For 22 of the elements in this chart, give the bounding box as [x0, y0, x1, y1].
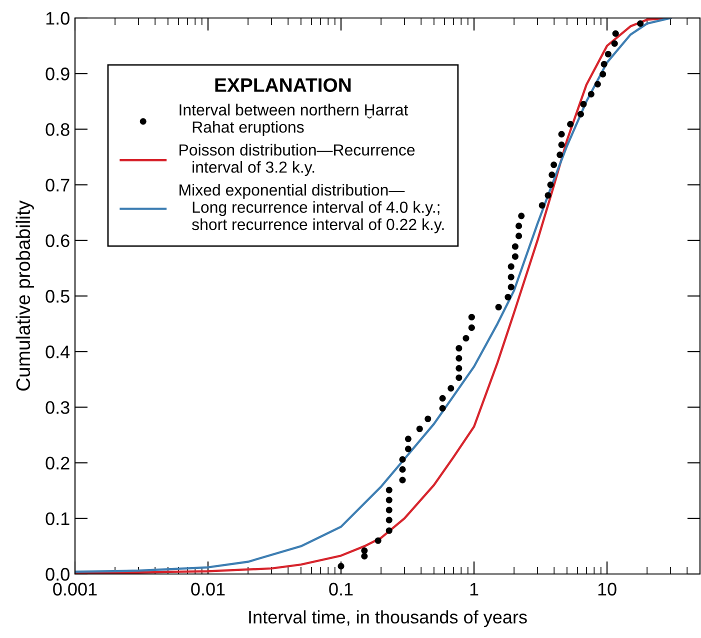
legend-label: Mixed exponential distribution— Long recurrence interval of 4.0 k.y.; short recurrence interval of 0.22 k.y.	[180, 184, 444, 234]
legend-label: Poisson distribution—Recurrence interval of 3.2 k.y.	[180, 144, 415, 176]
x-tick-label: 0.001	[53, 582, 97, 596]
x-tick-label: 1	[470, 582, 478, 596]
legend-label: Interval between northern Ḫarrat Rahat eruptions	[180, 104, 408, 136]
y-tick-label: 0.8	[46, 123, 70, 136]
y-tick-label: 0.0	[46, 568, 70, 581]
x-tick-label: 10	[598, 582, 616, 596]
y-tick-label: 0.6	[46, 234, 70, 248]
x-axis-title: Interval time, in thousands of years	[249, 610, 527, 628]
y-tick-label: 0.4	[46, 346, 70, 358]
y-tick-label: 0.3	[46, 401, 70, 414]
y-tick-label: 0.5	[46, 290, 70, 303]
y-tick-label: 0.2	[46, 456, 70, 470]
y-tick-label: 1.0	[46, 12, 70, 25]
y-tick-label: 0.1	[46, 512, 70, 526]
y-tick-label: 0.7	[46, 178, 70, 192]
y-axis-title: Cumulative probability	[16, 200, 34, 391]
legend-title: EXPLANATION	[215, 78, 351, 92]
x-tick-label: 0.1	[329, 582, 353, 596]
x-tick-label: 0.01	[191, 582, 225, 596]
y-tick-label: 0.9	[46, 68, 70, 80]
